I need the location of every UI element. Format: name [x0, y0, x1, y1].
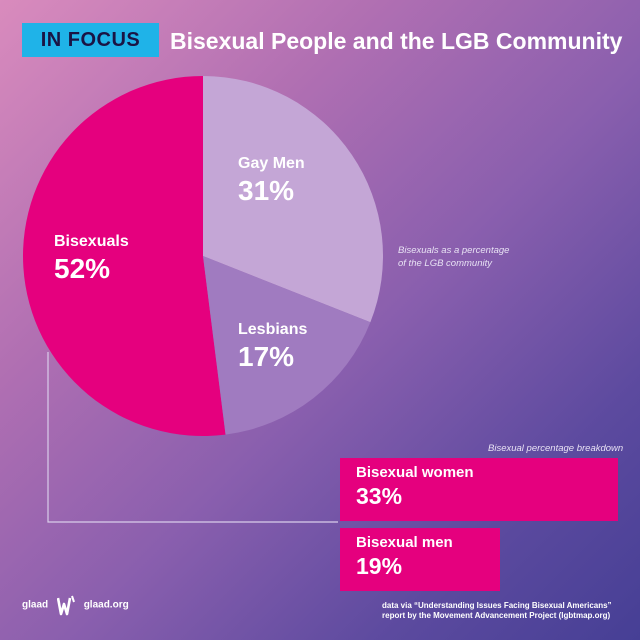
pie-label-bisexuals: Bisexuals 52% — [54, 232, 129, 286]
logo-url: glaad.org — [83, 599, 129, 611]
bar-label-value: 19% — [356, 553, 403, 579]
pie-label-category: Gay Men — [238, 155, 305, 172]
glaad-mark-icon — [56, 595, 75, 616]
pie-slice-bisexuals — [23, 76, 226, 436]
bar-bisexual-men: Bisexual men 19% — [340, 528, 500, 591]
bar-bisexual-women: Bisexual women 33% — [340, 458, 618, 521]
bar-label-category: Bisexual women — [356, 464, 474, 481]
pie-slice-gay-men — [203, 76, 383, 323]
pie-label-category: Lesbians — [238, 321, 308, 338]
connector-line — [47, 352, 338, 523]
source-line: data via “Understanding Issues Facing Bi… — [382, 601, 612, 610]
logo-text: glaad — [22, 599, 49, 611]
bar-label-value: 33% — [356, 483, 403, 509]
pie-note-line: Bisexuals as a percentage — [398, 245, 510, 256]
bar-label-category: Bisexual men — [356, 534, 453, 551]
pie-label-value: 31% — [238, 175, 295, 206]
source-line: report by the Movement Advancement Proje… — [382, 611, 611, 620]
glaad-logo: glaad glaad.org — [22, 594, 129, 616]
pie-label-category: Bisexuals — [54, 233, 129, 250]
pie-label-value: 17% — [238, 341, 295, 372]
pie-label-gay-men: Gay Men 31% — [238, 154, 305, 208]
page-title: Bisexual People and the LGB Community — [170, 28, 623, 54]
pie-note-line: of the LGB community — [398, 258, 492, 269]
source-citation: data via “Understanding Issues Facing Bi… — [382, 601, 612, 621]
pie-slice-lesbians — [203, 256, 371, 435]
pie-label-value: 52% — [54, 253, 111, 284]
bar-note: Bisexual percentage breakdown — [488, 443, 624, 454]
in-focus-badge: IN FOCUS — [22, 23, 159, 57]
pie-label-lesbians: Lesbians 17% — [238, 320, 307, 374]
pie-note: Bisexuals as a percentage of the LGB com… — [398, 244, 509, 270]
